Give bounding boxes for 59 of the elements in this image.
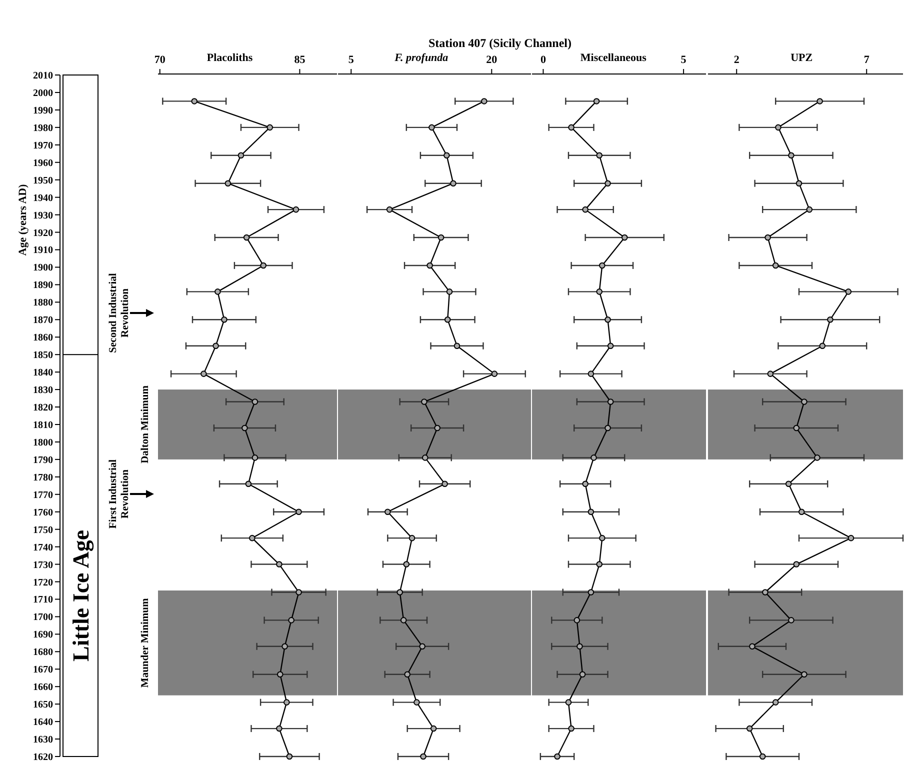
x-axis-title: F. profunda bbox=[394, 52, 449, 64]
y-tick-label: 1700 bbox=[33, 612, 53, 624]
y-tick-label: 1660 bbox=[33, 682, 53, 694]
y-tick-label: 1620 bbox=[33, 752, 53, 761]
y-tick-label: 1890 bbox=[33, 280, 53, 292]
y-axis-title: Age (years AD) bbox=[17, 184, 29, 256]
x-tick-label: 0 bbox=[540, 54, 546, 66]
y-tick-label: 1950 bbox=[33, 175, 53, 186]
y-tick-label: 1770 bbox=[33, 490, 53, 501]
y-tick-label: 1880 bbox=[33, 298, 53, 309]
y-tick-label: 1850 bbox=[33, 350, 53, 362]
chart-title: Station 407 (Sicily Channel) bbox=[428, 36, 572, 50]
y-tick-label: 1800 bbox=[33, 437, 53, 448]
y-tick-label: 1930 bbox=[33, 210, 53, 222]
y-tick-label: 1760 bbox=[33, 507, 53, 518]
y-tick-label: 1720 bbox=[33, 577, 53, 588]
x-tick-label: 7 bbox=[864, 54, 870, 66]
y-tick-label: 1750 bbox=[33, 524, 53, 536]
x-tick-label: 70 bbox=[154, 54, 166, 66]
y-tick-label: 1640 bbox=[33, 717, 53, 728]
annotation: Second Industrial Revolution bbox=[108, 273, 131, 353]
y-tick-label: 1790 bbox=[33, 454, 53, 466]
y-tick-label: 1670 bbox=[33, 664, 53, 676]
series-label: Little Ice Age bbox=[68, 530, 94, 662]
y-tick-label: 1870 bbox=[33, 315, 53, 326]
y-tick-label: 1680 bbox=[33, 647, 53, 658]
y-tick-label: 1630 bbox=[33, 734, 53, 746]
x-tick-label: 5 bbox=[348, 54, 354, 66]
band-label: Maunder Minimum bbox=[140, 598, 151, 688]
x-tick-label: 20 bbox=[486, 54, 498, 66]
y-tick-label: 1970 bbox=[33, 140, 53, 152]
x-tick-label: 5 bbox=[680, 54, 687, 66]
y-tick-label: 1860 bbox=[33, 332, 53, 344]
y-tick-label: 1710 bbox=[33, 594, 53, 606]
x-tick-label: 85 bbox=[294, 54, 306, 66]
x-axis-title: Placoliths bbox=[206, 52, 254, 64]
x-axis-title: Miscellaneous bbox=[580, 52, 648, 64]
y-tick-label: 1920 bbox=[33, 228, 53, 239]
y-tick-label: 1780 bbox=[33, 472, 53, 484]
x-axis-title: UPZ bbox=[790, 52, 813, 64]
y-tick-label: 1900 bbox=[33, 262, 53, 274]
y-tick-label: 2010 bbox=[33, 70, 53, 82]
y-tick-label: 1740 bbox=[33, 542, 53, 554]
y-tick-label: 1910 bbox=[33, 245, 53, 256]
y-tick-label: 1820 bbox=[33, 402, 53, 414]
y-tick-label: 2000 bbox=[33, 88, 53, 99]
y-tick-label: 1940 bbox=[33, 192, 53, 204]
y-tick-label: 1960 bbox=[33, 158, 53, 169]
annotation: First Industrial Revolution bbox=[108, 459, 131, 529]
y-tick-label: 1730 bbox=[33, 560, 53, 571]
y-tick-label: 1690 bbox=[33, 630, 53, 641]
y-tick-label: 1840 bbox=[33, 368, 53, 379]
band-label: Dalton Minimum bbox=[140, 385, 151, 464]
y-tick-label: 1830 bbox=[33, 385, 53, 396]
y-tick-label: 1810 bbox=[33, 420, 53, 431]
x-tick-label: 2 bbox=[734, 54, 740, 66]
y-tick-label: 1980 bbox=[33, 122, 53, 134]
y-tick-label: 1990 bbox=[33, 105, 53, 116]
y-tick-label: 1650 bbox=[33, 700, 53, 711]
